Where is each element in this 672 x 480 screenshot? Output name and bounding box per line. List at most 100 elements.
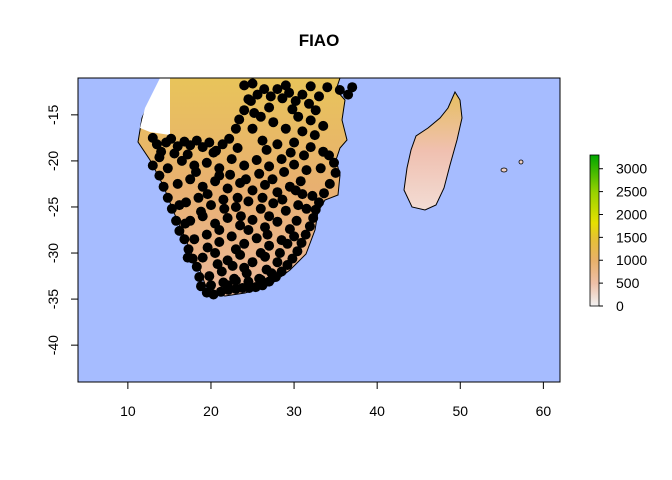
- occurrence-point: [222, 280, 233, 291]
- occurrence-point: [230, 275, 241, 286]
- occurrence-point: [252, 89, 263, 100]
- occurrence-point: [305, 81, 316, 92]
- occurrence-point: [234, 114, 245, 125]
- occurrence-point: [214, 225, 225, 235]
- occurrence-point: [301, 203, 312, 214]
- occurrence-point: [290, 96, 301, 106]
- occurrence-point: [287, 104, 298, 115]
- occurrence-point: [285, 147, 296, 158]
- occurrence-point: [151, 139, 162, 150]
- occurrence-point: [171, 215, 182, 226]
- occurrence-point: [247, 185, 258, 196]
- occurrence-point: [257, 135, 268, 146]
- occurrence-point: [260, 179, 270, 190]
- occurrence-point: [293, 111, 304, 122]
- occurrence-point: [272, 187, 283, 198]
- occurrence-point: [219, 203, 230, 214]
- occurrence-point: [226, 231, 237, 242]
- occurrence-point: [214, 170, 225, 181]
- x-tick-label: 20: [203, 403, 219, 419]
- occurrence-point: [214, 163, 225, 174]
- occurrence-point: [232, 143, 243, 153]
- legend-tick-label: 500: [616, 275, 640, 291]
- occurrence-point: [329, 157, 339, 168]
- occurrence-point: [301, 165, 312, 176]
- plot-area: [78, 78, 560, 382]
- occurrence-point: [272, 216, 283, 227]
- occurrence-point: [214, 237, 225, 247]
- occurrence-point: [204, 271, 215, 282]
- occurrence-point: [216, 266, 227, 277]
- occurrence-point: [230, 202, 241, 212]
- occurrence-point: [166, 133, 177, 144]
- occurrence-point: [235, 211, 246, 222]
- occurrence-point: [299, 150, 309, 161]
- occurrence-point: [249, 108, 260, 118]
- occurrence-point: [158, 181, 169, 192]
- occurrence-point: [310, 105, 321, 116]
- occurrence-point: [166, 203, 177, 214]
- y-tick-label: -15: [45, 105, 61, 125]
- y-tick-label: -35: [45, 289, 61, 309]
- occurrence-point: [290, 185, 301, 196]
- occurrence-point: [239, 105, 250, 116]
- occurrence-point: [193, 192, 204, 203]
- occurrence-point: [172, 178, 183, 189]
- occurrence-point: [334, 85, 345, 95]
- occurrence-point: [265, 91, 276, 102]
- occurrence-point: [277, 194, 288, 205]
- occurrence-point: [182, 149, 193, 160]
- occurrence-point: [201, 157, 212, 168]
- occurrence-point: [247, 214, 258, 225]
- legend-ticks: 0 500 1000 1500 2000 2500 3000: [599, 161, 647, 314]
- occurrence-point: [147, 160, 158, 171]
- occurrence-point: [304, 98, 314, 109]
- occurrence-point: [296, 237, 307, 248]
- occurrence-point: [239, 80, 250, 91]
- legend-colorbar: [589, 154, 600, 307]
- reunion-island: [500, 167, 508, 173]
- occurrence-point: [305, 142, 316, 153]
- occurrence-point: [206, 200, 216, 211]
- occurrence-point: [254, 168, 265, 179]
- madagascar: [403, 90, 463, 211]
- occurrence-point: [274, 248, 285, 258]
- occurrence-point: [202, 242, 213, 253]
- occurrence-point: [243, 225, 254, 235]
- occurrence-point: [196, 206, 206, 217]
- occurrence-point: [226, 154, 237, 165]
- occurrence-point: [247, 257, 258, 268]
- occurrence-point: [247, 123, 258, 134]
- occurrence-point: [196, 281, 206, 292]
- occurrence-point: [267, 174, 278, 185]
- occurrence-point: [162, 192, 173, 203]
- x-tick-label: 30: [286, 403, 302, 419]
- occurrence-point: [243, 276, 254, 287]
- occurrence-point: [235, 220, 246, 231]
- occurrence-point: [169, 148, 180, 159]
- occurrence-point: [230, 123, 241, 134]
- occurrence-point: [182, 252, 193, 263]
- occurrence-point: [208, 147, 219, 158]
- occurrence-point: [179, 234, 190, 245]
- occurrence-point: [304, 221, 315, 232]
- occurrence-point: [154, 170, 165, 181]
- occurrence-point: [185, 174, 196, 185]
- y-axis: -15 -20 -25 -30 -35 -40: [45, 105, 79, 355]
- occurrence-point: [272, 84, 283, 95]
- legend-tick-label: 1000: [616, 252, 647, 268]
- occurrence-point: [224, 133, 235, 144]
- y-tick-label: -40: [45, 335, 61, 355]
- legend-tick-label: 3000: [616, 161, 647, 177]
- occurrence-point: [197, 181, 208, 192]
- occurrence-point: [259, 84, 270, 95]
- occurrence-point: [280, 123, 291, 134]
- occurrence-point: [268, 198, 279, 209]
- occurrence-point: [191, 261, 202, 272]
- occurrence-point: [264, 161, 275, 172]
- occurrence-point: [289, 137, 300, 148]
- occurrence-point: [189, 234, 200, 245]
- occurrence-point: [240, 174, 251, 185]
- mauritius-island: [518, 159, 524, 165]
